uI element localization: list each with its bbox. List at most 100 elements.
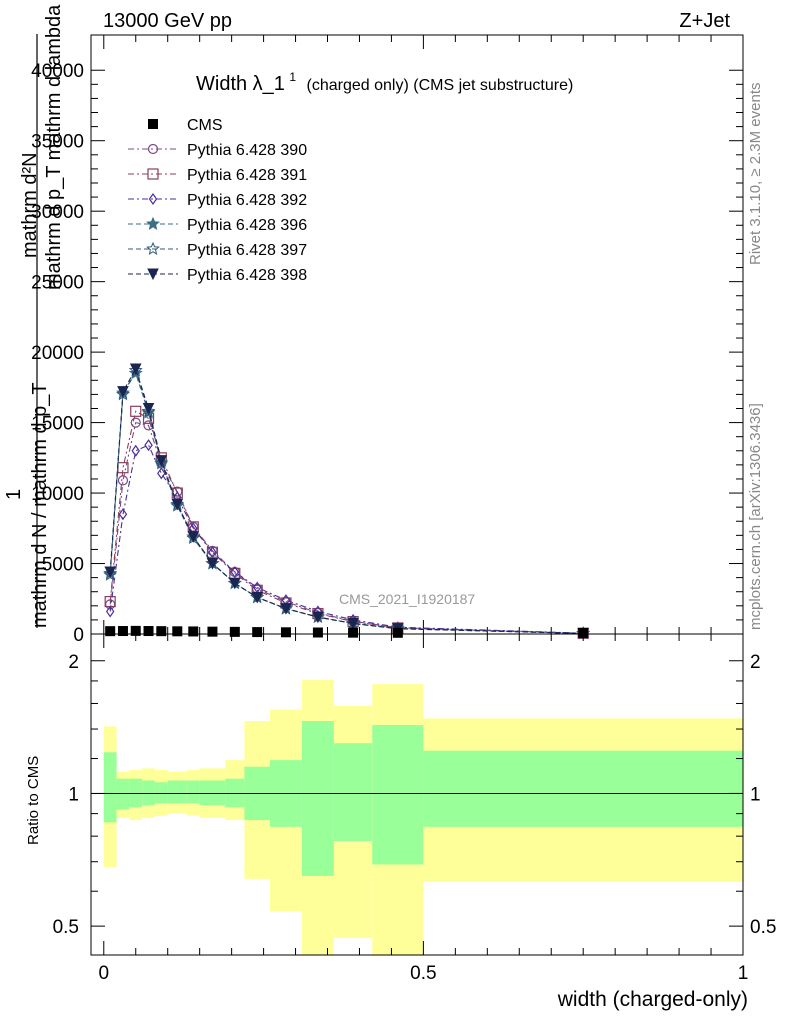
ratio-plot-layer: 0.5 0.5 1 1 2 2 0 0.5 1 bbox=[53, 634, 776, 984]
chart-title-rest: (charged only) (CMS jet substructure) bbox=[307, 77, 574, 94]
series-point bbox=[130, 417, 141, 428]
header-right: Z+Jet bbox=[679, 10, 730, 32]
series-line bbox=[109, 410, 584, 634]
series-point bbox=[129, 363, 142, 376]
chart-title-main: Width λ_1 bbox=[196, 73, 285, 95]
cms-data-point bbox=[392, 627, 403, 638]
ratio-stat-band bbox=[301, 720, 334, 876]
series-point bbox=[131, 444, 140, 457]
series-point bbox=[171, 498, 184, 511]
cms-data-point bbox=[312, 627, 323, 638]
cms-data-point bbox=[252, 627, 263, 638]
x-axis-label: width (charged-only) bbox=[557, 988, 748, 1011]
cms-data-point bbox=[229, 626, 240, 637]
ylabel-frac-num: 1 bbox=[3, 489, 25, 500]
ratio-stat-band bbox=[199, 780, 226, 806]
series-point bbox=[130, 405, 142, 417]
series-line bbox=[109, 421, 584, 634]
cms-data-point bbox=[188, 626, 199, 637]
cms-data-point bbox=[207, 626, 218, 637]
legend-marker bbox=[147, 168, 159, 180]
ratio-y-tick-label: 0.5 bbox=[53, 917, 79, 938]
legend-marker bbox=[146, 241, 160, 255]
ratio-stat-band bbox=[423, 750, 743, 827]
ratio-y-tick-label-right: 2 bbox=[750, 652, 761, 673]
rivet-label: Rivet 3.1.10, ≥ 2.3M events bbox=[747, 83, 764, 266]
series-point bbox=[142, 402, 155, 415]
y-tick-label: 10000 bbox=[31, 484, 84, 505]
series-line bbox=[109, 444, 584, 634]
ratio-y-tick-label-right: 0.5 bbox=[750, 917, 776, 938]
legend-entry: Pythia 6.428 391 bbox=[128, 167, 307, 184]
main-ylabel: mathrm d²N mathrm d p_T mathrm d lambda … bbox=[3, 4, 65, 628]
y-tick-label: 35000 bbox=[31, 132, 84, 153]
cms-data-point bbox=[578, 627, 589, 638]
legend-label: Pythia 6.428 397 bbox=[187, 242, 307, 259]
series-point bbox=[206, 558, 219, 570]
chart-title: Width λ_1 1 (charged only) (CMS jet subs… bbox=[196, 68, 573, 95]
series-point bbox=[187, 531, 200, 543]
cms-data-point bbox=[348, 627, 359, 638]
y-tick-label: 20000 bbox=[31, 343, 84, 364]
legend-marker-cms bbox=[148, 119, 158, 129]
ratio-ylabel: Ratio to CMS bbox=[25, 756, 42, 845]
legend-label-cms: CMS bbox=[187, 117, 223, 134]
ratio-stat-band bbox=[167, 780, 187, 804]
cms-data-point bbox=[280, 627, 291, 638]
series-point bbox=[157, 467, 166, 480]
ratio-stat-band bbox=[186, 780, 200, 804]
ratio-y-tick-label-right: 1 bbox=[750, 784, 761, 805]
series-point bbox=[280, 603, 292, 615]
chart-title-sup: 1 bbox=[289, 70, 296, 84]
cms-data-point bbox=[117, 626, 128, 637]
y-tick-label: 5000 bbox=[42, 555, 84, 576]
series-point bbox=[144, 439, 153, 452]
ratio-y-tick-label: 1 bbox=[68, 784, 79, 805]
ratio-panel-frame bbox=[90, 633, 744, 956]
legend: CMS Pythia 6.428 390 Pythia 6.428 391 Pythi… bbox=[128, 117, 307, 284]
y-tick-label: 15000 bbox=[31, 414, 84, 435]
ratio-stat-band bbox=[333, 743, 373, 842]
x-tick-label: 0 bbox=[98, 963, 109, 984]
legend-label: Pythia 6.428 390 bbox=[187, 142, 307, 159]
legend-label: Pythia 6.428 392 bbox=[187, 192, 307, 209]
x-tick-label: 0.5 bbox=[410, 963, 436, 984]
ylabel-top: mathrm d²N bbox=[19, 152, 41, 258]
ratio-stat-band bbox=[142, 780, 155, 806]
series-point bbox=[155, 455, 168, 467]
legend-marker bbox=[148, 192, 158, 206]
series-point bbox=[312, 611, 324, 624]
legend-label: Pythia 6.428 391 bbox=[187, 167, 307, 184]
cms-data-point bbox=[143, 626, 154, 637]
y-tick-label: 30000 bbox=[31, 202, 84, 223]
series-point bbox=[105, 605, 115, 618]
series-point bbox=[229, 577, 241, 590]
ratio-y-tick-label: 2 bbox=[68, 652, 79, 673]
analysis-watermark: CMS_2021_I1920187 bbox=[339, 591, 475, 607]
x-tick-label: 1 bbox=[738, 963, 749, 984]
legend-label: Pythia 6.428 398 bbox=[187, 267, 307, 284]
series-point bbox=[104, 566, 116, 579]
y-tick-label: 40000 bbox=[31, 61, 84, 82]
legend-entry: Pythia 6.428 396 bbox=[128, 216, 307, 234]
legend-marker bbox=[147, 143, 159, 155]
legend-entry: Pythia 6.428 398 bbox=[128, 267, 307, 284]
legend-entry: Pythia 6.428 397 bbox=[128, 241, 307, 259]
series-point bbox=[117, 386, 129, 398]
cms-data-point bbox=[172, 626, 183, 637]
legend-marker bbox=[146, 216, 160, 230]
legend-entry: Pythia 6.428 392 bbox=[128, 192, 307, 209]
cms-data-point bbox=[105, 626, 116, 637]
legend-entry: Pythia 6.428 390 bbox=[128, 142, 307, 159]
ratio-stat-band bbox=[154, 782, 168, 804]
ratio-stat-band bbox=[372, 724, 424, 865]
series-point bbox=[117, 475, 129, 486]
y-tick-label: 25000 bbox=[31, 273, 84, 294]
cms-data-point bbox=[130, 625, 141, 636]
legend-label: Pythia 6.428 396 bbox=[187, 217, 307, 234]
mcplots-label: mcplots.cern.ch [arXiv:1306.3436] bbox=[747, 403, 764, 630]
header-left: 13000 GeV pp bbox=[103, 10, 232, 32]
main-plot-layer: 0 5000 10000 15000 20000 25000 30000 35000 40000 bbox=[31, 35, 744, 646]
